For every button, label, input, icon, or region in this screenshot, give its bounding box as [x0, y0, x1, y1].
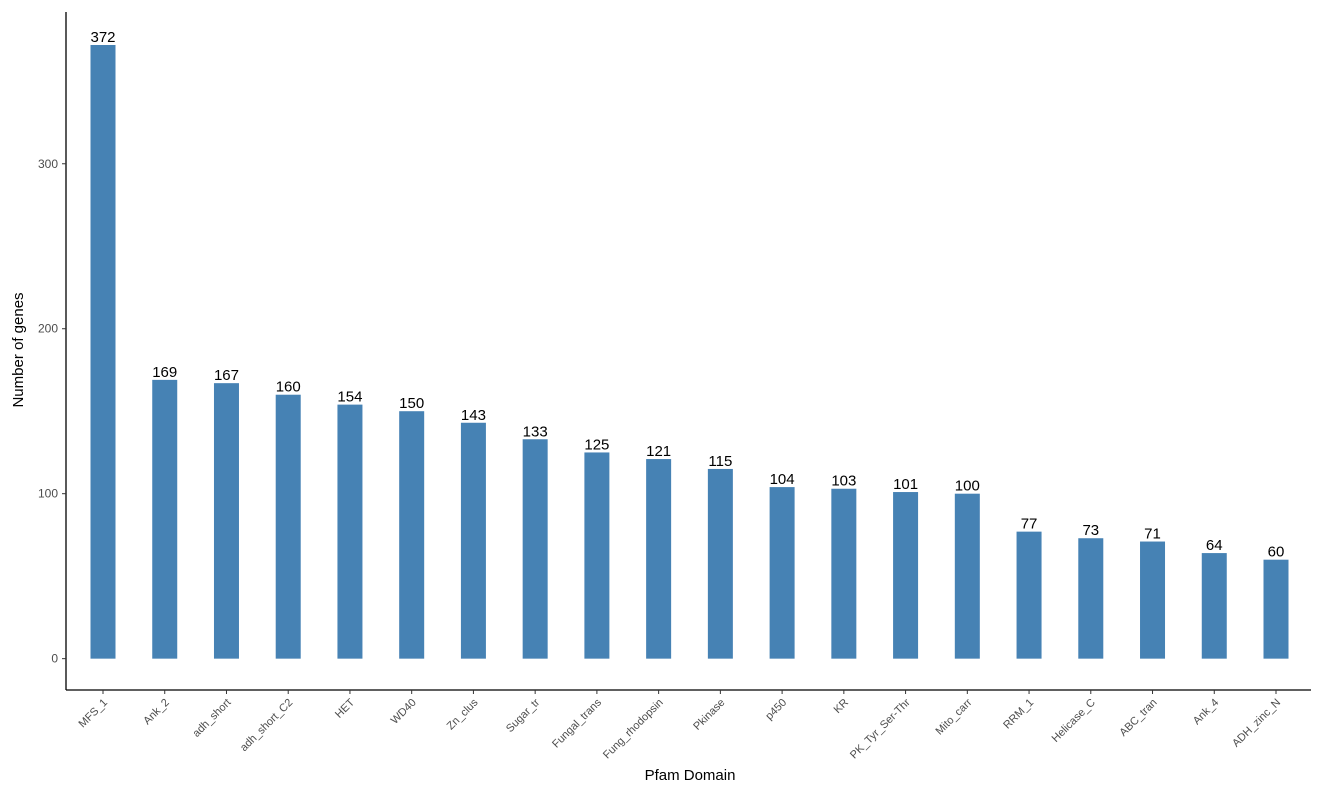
bar [1140, 541, 1166, 659]
x-tick-label: adh_short [191, 697, 234, 740]
bar [584, 452, 610, 659]
x-tick-label: MFS_1 [77, 697, 111, 731]
bar-value-label: 77 [1021, 516, 1038, 533]
bar-value-label: 101 [893, 476, 918, 493]
bar [399, 411, 425, 659]
bar-value-label: 160 [276, 379, 301, 396]
x-axis-title: Pfam Domain [645, 767, 736, 784]
y-tick-label: 300 [38, 157, 58, 171]
bar [1201, 553, 1227, 659]
x-tick-label: WD40 [389, 697, 419, 727]
bar-value-label: 143 [461, 407, 486, 424]
bar [831, 488, 857, 659]
bar [1263, 559, 1289, 659]
bar [1078, 538, 1104, 659]
x-tick-label: ABC_tran [1117, 697, 1159, 739]
bar-value-label: 71 [1144, 526, 1161, 543]
x-tick-label: HET [333, 696, 357, 720]
x-tick-label: Mito_carr [934, 696, 975, 737]
x-tick-label: Helicase_C [1050, 697, 1098, 745]
bar-value-label: 121 [646, 443, 671, 460]
x-tick-label: Fungal_trans [550, 696, 604, 750]
x-tick-label: KR [832, 697, 851, 716]
bar-value-label: 60 [1268, 544, 1285, 561]
x-axis: MFS_1 Ank_2 adh_short adh_short_C2 HET WD40 Zn… [66, 689, 1311, 762]
bar-value-label: 73 [1082, 522, 1099, 539]
y-tick-label: 200 [38, 322, 58, 336]
y-axis-title: Number of genes [10, 292, 27, 407]
data-labels: 372 169 167 160 154 150 143 133 125 121 115 104 103 1… [90, 29, 1284, 561]
bar [893, 492, 919, 659]
x-tick-label: Ank_2 [141, 697, 172, 728]
bar-value-label: 125 [584, 436, 609, 453]
bar [213, 383, 239, 659]
bar-value-label: 169 [152, 364, 177, 381]
x-tick-label: Zn_clus [445, 696, 481, 732]
bar [460, 422, 486, 659]
x-tick-label: ADH_zinc_N [1230, 697, 1283, 750]
bar-value-label: 133 [523, 423, 548, 440]
x-tick-label: PK_Tyr_Ser-Thr [848, 696, 913, 761]
x-tick-label: Sugar_tr [504, 696, 543, 735]
y-tick-label: 100 [38, 487, 58, 501]
bar [275, 394, 301, 659]
bar-value-label: 167 [214, 367, 239, 384]
bar-value-label: 103 [831, 473, 856, 490]
bar-value-label: 64 [1206, 537, 1223, 554]
x-tick-label: p450 [763, 697, 789, 723]
x-tick-label: Ank_4 [1191, 697, 1222, 728]
bar [769, 487, 795, 659]
bar [90, 44, 116, 659]
bar-value-label: 115 [708, 453, 732, 470]
bar-value-label: 104 [770, 471, 795, 488]
x-tick-label: Fung_rhodopsin [601, 697, 666, 762]
bar [152, 379, 178, 659]
x-tick-label: RRM_1 [1001, 697, 1036, 732]
bar [646, 459, 672, 659]
bar [522, 439, 548, 659]
bar-value-label: 150 [399, 395, 424, 412]
y-tick-label: 0 [51, 652, 58, 666]
x-tick-label: Pkinase [691, 697, 727, 733]
bar-value-label: 100 [955, 478, 980, 495]
x-tick-label: adh_short_C2 [238, 697, 295, 754]
bar [707, 468, 733, 659]
bars [90, 44, 1289, 659]
y-axis: 0 100 200 300 [38, 12, 67, 690]
bar [954, 493, 980, 659]
bar-value-label: 154 [337, 389, 362, 406]
bar-value-label: 372 [90, 29, 115, 46]
bar [337, 404, 363, 659]
bar [1016, 531, 1042, 659]
